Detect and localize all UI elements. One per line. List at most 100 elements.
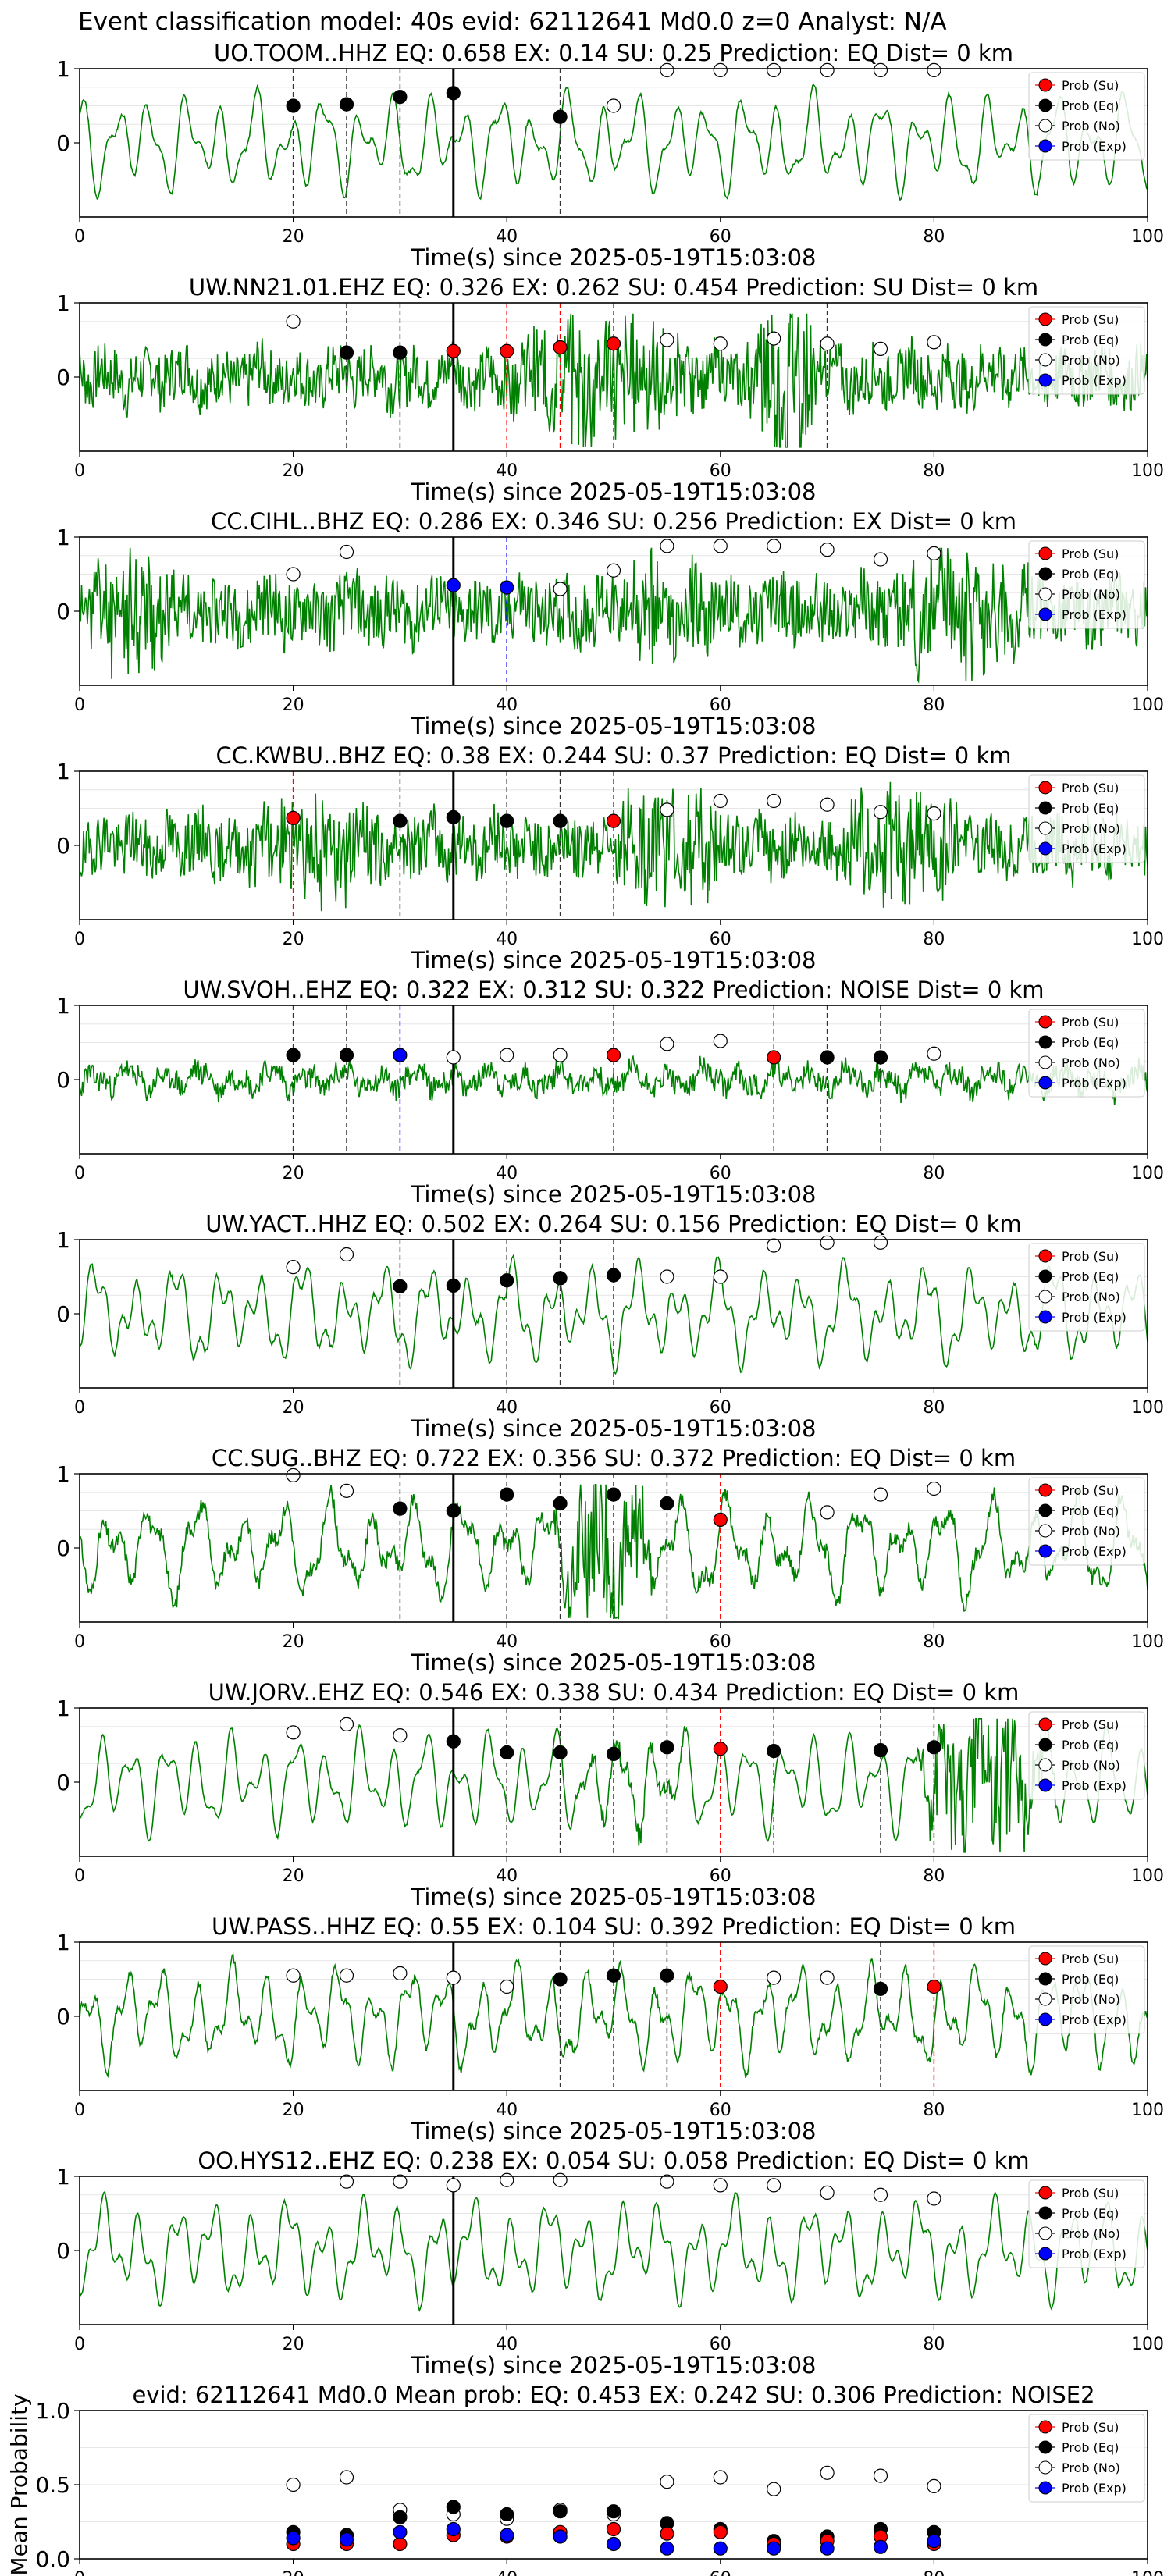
- prob-point-no: [767, 1970, 781, 1985]
- y-tick-label: 1: [56, 2164, 70, 2190]
- x-axis-label: Time(s) since 2025-05-19T15:03:08: [411, 713, 817, 739]
- y-tick-label: 0: [56, 599, 70, 624]
- legend-marker-exp: [1038, 1778, 1052, 1792]
- x-tick-label: 40: [496, 1398, 518, 1418]
- prob-point-exp: [500, 580, 514, 595]
- panel-10: evid: 62112641 Md0.0 Mean prob: EQ: 0.45…: [6, 2382, 1164, 2576]
- legend-box: [1028, 2414, 1145, 2503]
- prob-point-eq: [500, 2507, 514, 2522]
- prob-point-exp: [500, 2528, 514, 2542]
- prob-point-eq: [873, 1743, 888, 1758]
- legend-label: Prob (No): [1062, 2226, 1120, 2241]
- legend-marker-exp: [1038, 139, 1052, 153]
- legend-label: Prob (Su): [1062, 1015, 1119, 1030]
- axes-frame: [79, 68, 1148, 218]
- x-tick-label: 20: [283, 1164, 304, 1183]
- x-axis-label: Time(s) since 2025-05-19T15:03:08: [411, 2352, 817, 2379]
- prob-point-eq: [660, 1496, 674, 1511]
- legend-label: Prob (Eq): [1062, 333, 1119, 347]
- prob-point-no: [927, 546, 941, 561]
- prob-point-eq: [873, 1050, 888, 1065]
- legend-box: [1028, 1243, 1145, 1332]
- prob-point-eq: [927, 1740, 941, 1755]
- x-tick-label: 60: [710, 696, 731, 715]
- legend-label: Prob (Su): [1062, 2186, 1119, 2201]
- legend-marker-no: [1038, 1758, 1052, 1772]
- legend-label: Prob (No): [1062, 1524, 1120, 1539]
- waveform-trace: [80, 1484, 1148, 1620]
- x-tick-label: 100: [1131, 1398, 1164, 1418]
- x-tick-label: 80: [923, 2101, 945, 2120]
- prob-point-no: [339, 2470, 354, 2485]
- x-tick-label: 40: [496, 2569, 518, 2576]
- waveform-trace: [80, 1952, 1148, 2079]
- y-tick-label: 1: [56, 1695, 70, 1721]
- x-tick-label: 60: [710, 930, 731, 949]
- prob-point-no: [820, 797, 835, 812]
- x-tick-label: 100: [1131, 2335, 1164, 2354]
- prob-point-no: [500, 1048, 514, 1062]
- y-tick-label: 0: [56, 2238, 70, 2264]
- x-tick-label: 20: [283, 2569, 304, 2576]
- prob-point-su: [927, 1979, 941, 1994]
- x-tick-label: 0: [74, 696, 85, 715]
- legend-label: Prob (No): [1062, 587, 1120, 602]
- prob-point-su: [286, 810, 301, 825]
- x-axis-label: Time(s) since 2025-05-19T15:03:08: [411, 1415, 817, 1442]
- x-tick-label: 0: [74, 1866, 85, 1886]
- prob-point-eq: [606, 1968, 621, 1983]
- legend-box: [1028, 1477, 1145, 1566]
- prob-point-no: [393, 1728, 408, 1743]
- legend-label: Prob (Su): [1062, 546, 1119, 561]
- prob-point-eq: [393, 813, 408, 828]
- legend-marker-exp: [1038, 1544, 1052, 1558]
- x-tick-label: 80: [923, 1632, 945, 1652]
- x-axis-label: Time(s) since 2025-05-19T15:03:08: [411, 2118, 817, 2144]
- legend-marker-eq: [1038, 2440, 1052, 2454]
- prob-point-no: [873, 805, 888, 820]
- legend-marker-no: [1038, 2460, 1052, 2475]
- x-tick-label: 60: [710, 1398, 731, 1418]
- prob-point-eq: [393, 345, 408, 360]
- x-tick-label: 60: [710, 227, 731, 247]
- legend-label: Prob (Exp): [1062, 139, 1127, 154]
- prob-point-no: [660, 62, 674, 78]
- y-tick-label: 1: [56, 759, 70, 785]
- x-tick-label: 0: [74, 2569, 85, 2576]
- panel-4: UW.SVOH..EHZ EQ: 0.322 EX: 0.312 SU: 0.3…: [56, 977, 1164, 1208]
- prob-point-no: [927, 2191, 941, 2206]
- legend-marker-exp: [1038, 2481, 1052, 2495]
- x-tick-label: 40: [496, 461, 518, 481]
- prob-point-eq: [393, 1501, 408, 1516]
- prob-point-eq: [339, 97, 354, 112]
- prob-point-no: [820, 62, 835, 78]
- prob-point-su: [606, 336, 621, 351]
- prob-point-no: [500, 2172, 514, 2187]
- legend-marker-no: [1038, 353, 1052, 367]
- prob-point-no: [393, 2174, 408, 2189]
- panel-title: CC.SUG..BHZ EQ: 0.722 EX: 0.356 SU: 0.37…: [212, 1445, 1016, 1471]
- legend-marker-su: [1038, 1015, 1052, 1029]
- legend-marker-no: [1038, 1524, 1052, 1538]
- x-tick-label: 40: [496, 696, 518, 715]
- x-tick-label: 60: [710, 1866, 731, 1886]
- x-tick-label: 40: [496, 1632, 518, 1652]
- x-tick-label: 80: [923, 461, 945, 481]
- x-tick-label: 100: [1131, 2101, 1164, 2120]
- prob-point-no: [767, 2178, 781, 2193]
- legend-label: Prob (Su): [1062, 1249, 1119, 1264]
- legend-marker-exp: [1038, 841, 1052, 856]
- y-tick-label: 0: [56, 1535, 70, 1561]
- waveform-trace: [80, 84, 1148, 201]
- prob-point-eq: [339, 1048, 354, 1062]
- prob-point-eq: [553, 1745, 568, 1760]
- panel-8: UW.PASS..HHZ EQ: 0.55 EX: 0.104 SU: 0.39…: [56, 1913, 1164, 2144]
- x-tick-label: 80: [923, 1866, 945, 1886]
- legend-label: Prob (Exp): [1062, 2247, 1127, 2261]
- prob-point-su: [713, 1742, 728, 1756]
- prob-point-eq: [446, 1503, 461, 1518]
- legend-label: Prob (Eq): [1062, 1503, 1119, 1518]
- prob-point-eq: [286, 98, 301, 113]
- legend-marker-eq: [1038, 801, 1052, 815]
- prob-point-no: [660, 2475, 674, 2489]
